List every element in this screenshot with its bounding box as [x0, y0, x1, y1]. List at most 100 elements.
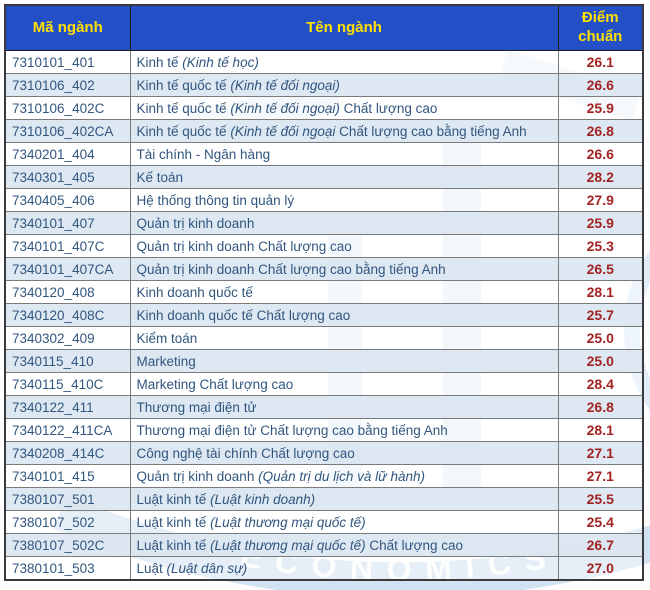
- major-code-cell: 7340120_408C: [4, 303, 131, 327]
- major-name-part: Hệ thống thông tin quản lý: [136, 192, 295, 208]
- major-code-cell: 7340120_408: [4, 280, 131, 304]
- major-name-part: Thương mại điện tử Chất lượng cao bằng t…: [136, 422, 448, 438]
- major-code-cell: 7310106_402CA: [4, 119, 131, 143]
- major-name-cell: Quản trị kinh doanh Chất lượng cao bằng …: [129, 257, 559, 281]
- major-name-part: (Kinh tế đối ngoại): [230, 77, 340, 93]
- score-cell: 26.7: [557, 533, 644, 557]
- major-name-part: Kinh tế: [136, 54, 183, 70]
- major-code-cell: 7380107_502C: [4, 533, 131, 557]
- table-row: 7380101_503 Luật (Luật dân sự) 27.0: [4, 556, 644, 581]
- major-name-cell: Thương mại điện tử: [129, 395, 559, 419]
- major-name-part: (Luật thương mại quốc tế): [210, 514, 366, 530]
- major-code-cell: 7340302_409: [4, 326, 131, 350]
- score-cell: 25.7: [557, 303, 644, 327]
- major-name-part: Chất lượng cao: [365, 537, 464, 553]
- table-row: 7340115_410C Marketing Chất lượng cao 28.4: [4, 372, 644, 396]
- score-cell: 28.2: [557, 165, 644, 189]
- major-name-part: (Kinh tế đối ngoại): [230, 100, 340, 116]
- major-name-part: (Luật thương mại quốc tế): [210, 537, 366, 553]
- table-row: 7310106_402C Kinh tế quốc tế (Kinh tế đối…: [4, 96, 644, 120]
- major-name-cell: Kinh doanh quốc tế Chất lượng cao: [129, 303, 559, 327]
- header-diem-chuan: Điểm chuẩn: [557, 4, 644, 51]
- major-name-cell: Marketing Chất lượng cao: [129, 372, 559, 396]
- score-cell: 26.8: [557, 395, 644, 419]
- major-name-part: Kinh tế quốc tế: [136, 77, 231, 93]
- major-code-cell: 7340115_410C: [4, 372, 131, 396]
- table-row: 7340101_415 Quản trị kinh doanh (Quản trị…: [4, 464, 644, 488]
- major-name-cell: Tài chính - Ngân hàng: [129, 142, 559, 166]
- table-row: 7340101_407CA Quản trị kinh doanh Chất lư…: [4, 257, 644, 281]
- major-name-part: Kinh tế quốc tế: [136, 123, 231, 139]
- major-name-part: (Kinh tế đối ngoại: [230, 123, 336, 139]
- major-name-cell: Kinh tế (Kinh tế học): [129, 50, 559, 74]
- major-code-cell: 7340101_407C: [4, 234, 131, 258]
- table-row: 7340201_404 Tài chính - Ngân hàng 26.6: [4, 142, 644, 166]
- table-row: 7380107_502 Luật kinh tế (Luật thương mại…: [4, 510, 644, 534]
- major-code-cell: 7340122_411: [4, 395, 131, 419]
- score-cell: 25.9: [557, 211, 644, 235]
- score-cell: 27.1: [557, 464, 644, 488]
- major-code-cell: 7340101_407: [4, 211, 131, 235]
- major-name-part: Kinh doanh quốc tế: [136, 284, 253, 300]
- major-name-part: Quản trị kinh doanh Chất lượng cao bằng …: [136, 261, 446, 277]
- score-cell: 27.1: [557, 441, 644, 465]
- table-row: 7340301_405 Kế toán 28.2: [4, 165, 644, 189]
- major-code-cell: 7340208_414C: [4, 441, 131, 465]
- major-name-part: (Luật dân sự): [166, 560, 248, 576]
- major-code-cell: 7340101_407CA: [4, 257, 131, 281]
- major-code-cell: 7380107_501: [4, 487, 131, 511]
- major-name-part: Tài chính - Ngân hàng: [136, 146, 271, 162]
- major-code-cell: 7340115_410: [4, 349, 131, 373]
- table-row: 7340122_411 Thương mại điện tử 26.8: [4, 395, 644, 419]
- major-name-part: Kế toán: [136, 169, 184, 185]
- major-name-part: Công nghệ tài chính Chất lượng cao: [136, 445, 355, 461]
- table-row: 7380107_501 Luật kinh tế (Luật kinh doanh…: [4, 487, 644, 511]
- table-row: 7340120_408C Kinh doanh quốc tế Chất lượn…: [4, 303, 644, 327]
- major-name-part: Luật kinh tế: [136, 514, 211, 530]
- score-cell: 25.3: [557, 234, 644, 258]
- major-name-cell: Công nghệ tài chính Chất lượng cao: [129, 441, 559, 465]
- header-row: Mã ngành Tên ngành Điểm chuẩn: [4, 4, 644, 51]
- score-cell: 25.0: [557, 326, 644, 350]
- major-name-part: Luật kinh tế: [136, 537, 211, 553]
- major-code-cell: 7340301_405: [4, 165, 131, 189]
- major-name-cell: Kinh tế quốc tế (Kinh tế đối ngoại) Chất…: [129, 96, 559, 120]
- header-ma-nganh: Mã ngành: [4, 4, 131, 51]
- admission-scores-table: Mã ngành Tên ngành Điểm chuẩn 7310101_40…: [4, 4, 644, 581]
- major-name-part: Thương mại điện tử: [136, 399, 257, 415]
- major-name-cell: Kiểm toán: [129, 326, 559, 350]
- table-row: 7340120_408 Kinh doanh quốc tế 28.1: [4, 280, 644, 304]
- major-name-part: Quản trị kinh doanh Chất lượng cao: [136, 238, 352, 254]
- major-name-part: Quản trị kinh doanh: [136, 468, 259, 484]
- major-name-part: Kinh doanh quốc tế Chất lượng cao: [136, 307, 351, 323]
- major-name-part: Luật kinh tế: [136, 491, 211, 507]
- score-cell: 25.5: [557, 487, 644, 511]
- major-name-cell: Thương mại điện tử Chất lượng cao bằng t…: [129, 418, 559, 442]
- table-row: 7310106_402CA Kinh tế quốc tế (Kinh tế đố…: [4, 119, 644, 143]
- major-code-cell: 7340101_415: [4, 464, 131, 488]
- major-name-part: (Kinh tế học): [182, 54, 259, 70]
- major-code-cell: 7340122_411CA: [4, 418, 131, 442]
- major-name-cell: Marketing: [129, 349, 559, 373]
- score-cell: 28.1: [557, 418, 644, 442]
- major-name-cell: Luật (Luật dân sự): [129, 556, 559, 581]
- score-cell: 25.9: [557, 96, 644, 120]
- table-row: 7340405_406 Hệ thống thông tin quản lý 27.…: [4, 188, 644, 212]
- major-name-cell: Kinh doanh quốc tế: [129, 280, 559, 304]
- major-name-part: Kinh tế quốc tế: [136, 100, 231, 116]
- score-cell: 27.0: [557, 556, 644, 581]
- major-name-part: Marketing: [136, 353, 196, 369]
- score-cell: 26.5: [557, 257, 644, 281]
- table-row: 7340122_411CA Thương mại điện tử Chất lượ…: [4, 418, 644, 442]
- score-cell: 26.8: [557, 119, 644, 143]
- major-name-cell: Kinh tế quốc tế (Kinh tế đối ngoại Chất …: [129, 119, 559, 143]
- major-name-cell: Quản trị kinh doanh: [129, 211, 559, 235]
- table-row: 7340302_409 Kiểm toán 25.0: [4, 326, 644, 350]
- major-name-part: Marketing Chất lượng cao: [136, 376, 294, 392]
- table-row: 7310101_401 Kinh tế (Kinh tế học) 26.1: [4, 50, 644, 74]
- score-cell: 26.6: [557, 142, 644, 166]
- major-name-cell: Luật kinh tế (Luật thương mại quốc tế) C…: [129, 533, 559, 557]
- major-name-part: (Quản trị du lịch và lữ hành): [258, 468, 425, 484]
- major-name-part: (Luật kinh doanh): [210, 491, 316, 507]
